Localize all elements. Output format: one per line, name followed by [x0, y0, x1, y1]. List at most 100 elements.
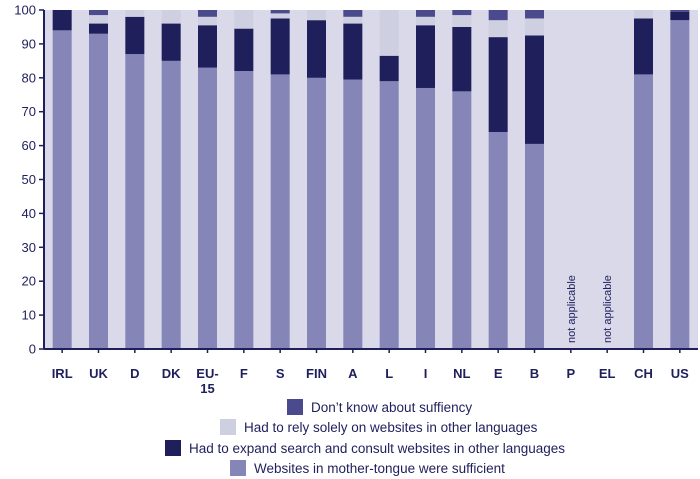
category-label: I — [424, 366, 428, 381]
category-label: EU-15 — [196, 366, 218, 395]
bar-segment-ch-series-2 — [634, 18, 653, 75]
bar-segment-ch-series-1 — [634, 74, 653, 349]
category-label: S — [276, 366, 285, 381]
y-tick-label: 100 — [14, 3, 36, 18]
y-tick-label: 40 — [22, 206, 36, 221]
category-label-line: EU- — [196, 366, 218, 381]
bar-segment-f-series-1 — [234, 71, 254, 350]
bar-segment-s-series-1 — [270, 74, 290, 349]
bar-segment-e-series-3 — [488, 20, 508, 38]
y-tick-label: 0 — [29, 342, 36, 357]
bar-segment-e-series-2 — [488, 37, 508, 133]
bar-segment-l-series-2 — [379, 55, 399, 82]
y-tick-label: 50 — [22, 172, 36, 187]
legend-swatch — [165, 440, 181, 456]
y-tick-label: 80 — [22, 70, 36, 85]
bar-segment-a-series-3 — [343, 16, 363, 24]
bar-segment-fin-series-1 — [307, 77, 326, 350]
bar-segment-b-series-4 — [525, 10, 544, 19]
y-tick-label: 20 — [22, 274, 36, 289]
legend-item-rely-solely: Had to rely solely on websites in other … — [220, 417, 537, 437]
category-label: US — [671, 366, 689, 381]
bar-segment-i-series-4 — [416, 10, 435, 17]
bars — [52, 10, 690, 350]
category-label: P — [566, 366, 575, 381]
bar-segment-dk-series-3 — [161, 10, 181, 24]
bar-segment-dk-series-1 — [161, 60, 181, 349]
category-label: FIN — [306, 366, 327, 381]
bar-segment-a-series-4 — [343, 10, 363, 17]
stacked-bar-chart: 0 10 20 30 40 50 60 70 80 90 100 IRL UK D DK EU-15 F S FIN… — [14, 3, 698, 396]
bar-segment-irl-series-2 — [52, 10, 72, 31]
y-tick-label: 60 — [22, 138, 36, 153]
bar-segment-us-series-1 — [670, 20, 690, 349]
legend-item-mother-tongue: Websites in mother-tongue were sufficien… — [230, 458, 505, 478]
legend-item-expand-search: Had to expand search and consult website… — [165, 438, 565, 458]
category-label: UK — [89, 366, 108, 381]
bar-segment-irl-series-1 — [52, 30, 72, 350]
category-label-line: 15 — [200, 381, 214, 395]
bar-segment-f-series-2 — [234, 28, 254, 72]
y-tick-label: 70 — [22, 104, 36, 119]
legend-label: Websites in mother-tongue were sufficien… — [254, 460, 505, 476]
bar-segment-f-series-3 — [234, 10, 254, 29]
category-label: EL — [599, 366, 616, 381]
bar-segment-us-series-2 — [670, 11, 690, 21]
bar-segment-eu-15-series-3 — [198, 16, 217, 26]
bar-segment-e-series-4 — [488, 10, 508, 21]
legend-label: Don’t know about suffiency — [311, 399, 473, 415]
category-label: B — [530, 366, 539, 381]
category-label: IRL — [52, 366, 73, 381]
bar-segment-uk-series-2 — [89, 23, 108, 34]
bar-segment-d-series-1 — [125, 54, 145, 349]
bar-segment-d-series-3 — [125, 10, 145, 17]
bar-segment-uk-series-1 — [89, 33, 108, 349]
bar-segment-nl-series-1 — [452, 91, 472, 350]
legend-swatch — [230, 460, 246, 476]
bar-segment-i-series-1 — [416, 87, 435, 349]
category-label: E — [494, 366, 503, 381]
category-label: L — [385, 366, 393, 381]
legend-label: Had to rely solely on websites in other … — [244, 419, 538, 435]
bar-segment-l-series-1 — [379, 81, 399, 349]
bar-segment-s-series-3 — [270, 13, 290, 19]
bar-segment-fin-series-3 — [307, 10, 326, 21]
bar-segment-uk-series-4 — [89, 10, 108, 16]
bar-segment-b-series-3 — [525, 18, 544, 36]
y-tick-label: 90 — [22, 36, 36, 51]
not-applicable-label: not applicable — [566, 275, 578, 343]
bar-segment-l-series-3 — [379, 10, 399, 56]
category-label: CH — [634, 366, 653, 381]
category-label: A — [348, 366, 358, 381]
y-tick-label: 10 — [22, 308, 36, 323]
bar-segment-b-series-1 — [525, 143, 544, 349]
bar-segment-eu-15-series-1 — [198, 67, 217, 349]
legend-label: Had to expand search and consult website… — [189, 440, 565, 456]
legend-swatch — [287, 399, 303, 415]
category-label: NL — [453, 366, 470, 381]
not-applicable-label: not applicable — [602, 275, 614, 343]
category-label: D — [130, 366, 139, 381]
category-label: F — [240, 366, 248, 381]
bar-segment-dk-series-2 — [161, 23, 181, 61]
axes — [39, 9, 698, 353]
category-label: DK — [162, 366, 181, 381]
bar-segment-eu-15-series-2 — [198, 25, 217, 68]
y-tick-label: 30 — [22, 240, 36, 255]
bar-segment-i-series-3 — [416, 16, 435, 26]
bar-segment-eu-15-series-4 — [198, 10, 217, 17]
legend-item-dont-know: Don’t know about suffiency — [287, 397, 472, 417]
bar-segment-nl-series-3 — [452, 15, 472, 27]
bar-segment-a-series-2 — [343, 23, 363, 80]
bar-segment-e-series-1 — [488, 132, 508, 349]
bar-segment-i-series-2 — [416, 25, 435, 88]
bar-segment-a-series-1 — [343, 79, 363, 350]
bar-segment-us-series-4 — [670, 10, 690, 12]
legend-swatch — [220, 419, 236, 435]
plot-background — [44, 10, 698, 349]
plot-area — [44, 10, 698, 349]
labels: 0 10 20 30 40 50 60 70 80 90 100 IRL UK D DK EU-15 F S FIN… — [14, 3, 689, 396]
bar-segment-s-series-2 — [270, 18, 290, 75]
bar-segment-uk-series-3 — [89, 15, 108, 24]
bar-segment-b-series-2 — [525, 35, 544, 144]
